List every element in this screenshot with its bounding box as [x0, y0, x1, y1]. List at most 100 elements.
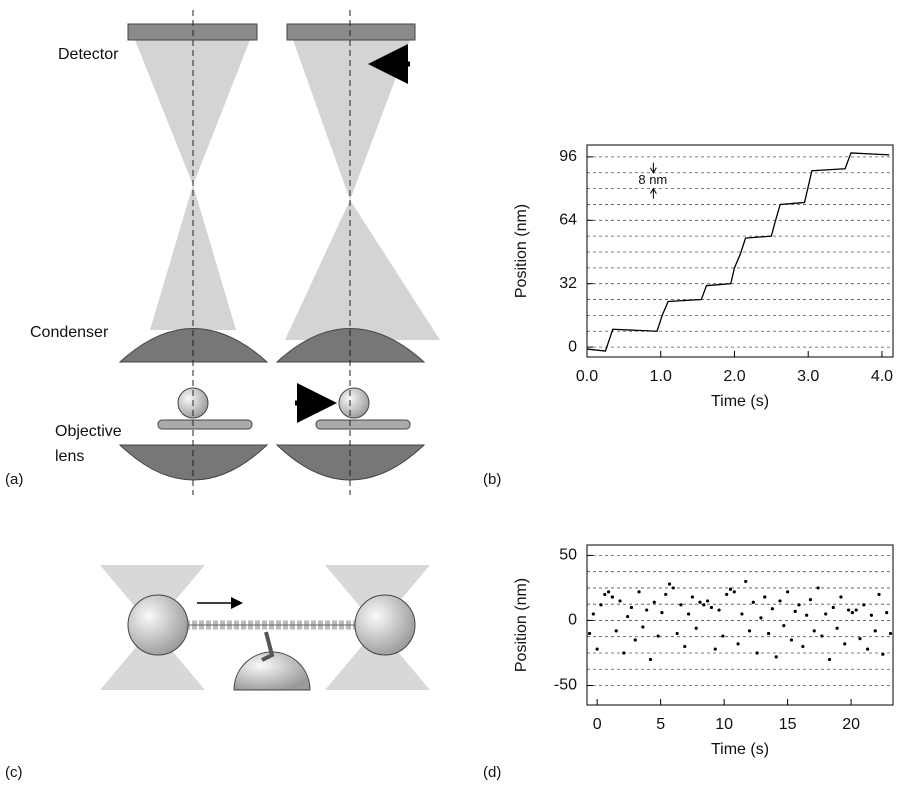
bead: [233, 651, 311, 691]
point: [633, 638, 637, 642]
x-tick-label: 10: [715, 716, 733, 733]
point: [717, 608, 721, 612]
point: [835, 626, 839, 630]
point: [618, 599, 622, 603]
point: [622, 651, 626, 655]
point: [820, 634, 824, 638]
point: [679, 603, 683, 607]
point: [782, 624, 786, 628]
point: [664, 592, 668, 597]
beam: [150, 185, 236, 330]
detector: [286, 23, 416, 41]
point: [671, 586, 675, 590]
point: [744, 579, 748, 584]
point: [683, 644, 687, 649]
point: [877, 592, 881, 597]
point: [885, 611, 889, 615]
point: [660, 611, 664, 615]
point: [595, 647, 599, 651]
point: [686, 612, 691, 616]
point: [728, 587, 733, 591]
point: [797, 603, 801, 607]
label: Detector: [58, 46, 119, 63]
x-axis-label: Time (s): [711, 393, 769, 410]
point: [805, 613, 809, 617]
point: [736, 642, 740, 646]
point: [675, 631, 679, 636]
y-tick-label: 0: [568, 612, 577, 629]
point: [637, 590, 641, 594]
panel-label: (a): [5, 471, 23, 488]
bead: [354, 594, 416, 656]
point: [721, 634, 725, 638]
point: [606, 590, 611, 594]
point: [869, 613, 874, 617]
panel-label: (b): [483, 471, 501, 488]
point: [824, 612, 828, 616]
point: [603, 592, 607, 597]
bead: [338, 387, 370, 419]
label: Objective: [55, 423, 122, 440]
point: [698, 600, 702, 604]
point: [648, 657, 653, 662]
point: [755, 651, 759, 655]
y-tick-label: -50: [554, 677, 577, 694]
point: [629, 605, 634, 610]
panel-label: (d): [483, 764, 501, 781]
point: [831, 605, 835, 610]
point: [770, 607, 774, 611]
point: [862, 603, 866, 607]
point: [888, 631, 893, 636]
annotation: 8 nm: [638, 172, 667, 187]
y-tick-label: 64: [559, 212, 577, 229]
point: [591, 612, 595, 616]
x-tick-label: 20: [842, 716, 860, 733]
point: [645, 608, 649, 612]
point: [706, 599, 710, 603]
point: [709, 605, 714, 610]
point: [801, 644, 805, 649]
point: [626, 614, 630, 619]
point: [656, 634, 660, 638]
point: [866, 647, 870, 651]
point: [778, 599, 782, 603]
y-axis-label: Position (nm): [513, 578, 530, 672]
x-tick-label: 2.0: [723, 368, 745, 385]
point: [690, 595, 694, 599]
x-tick-label: 0.0: [576, 368, 598, 385]
point: [641, 625, 645, 629]
coverslip: [157, 419, 253, 430]
x-axis-label: Time (s): [711, 741, 769, 758]
bead: [127, 594, 189, 656]
label: Condenser: [30, 324, 109, 341]
point: [873, 629, 877, 633]
x-tick-label: 15: [779, 716, 797, 733]
point: [850, 611, 854, 615]
point: [808, 598, 813, 602]
point: [713, 647, 717, 651]
point: [702, 603, 706, 607]
point: [667, 582, 672, 586]
label: lens: [55, 448, 84, 465]
point: [789, 638, 794, 642]
point: [759, 616, 763, 620]
y-tick-label: 96: [559, 148, 577, 165]
point: [740, 612, 744, 616]
point: [846, 608, 851, 612]
point: [599, 603, 603, 607]
point: [786, 590, 790, 594]
plot-frame: [586, 144, 894, 358]
point: [854, 608, 858, 612]
y-tick-label: 50: [559, 547, 577, 564]
x-tick-label: 5: [656, 716, 665, 733]
point: [766, 631, 771, 636]
diagram-a: Detector Condenser Objective lens: [30, 10, 440, 495]
point: [827, 657, 832, 662]
point: [793, 609, 797, 613]
x-tick-label: 0: [593, 716, 602, 733]
point: [614, 629, 618, 633]
x-tick-label: 4.0: [871, 368, 893, 385]
y-tick-label: 32: [559, 275, 577, 292]
point: [858, 637, 862, 641]
